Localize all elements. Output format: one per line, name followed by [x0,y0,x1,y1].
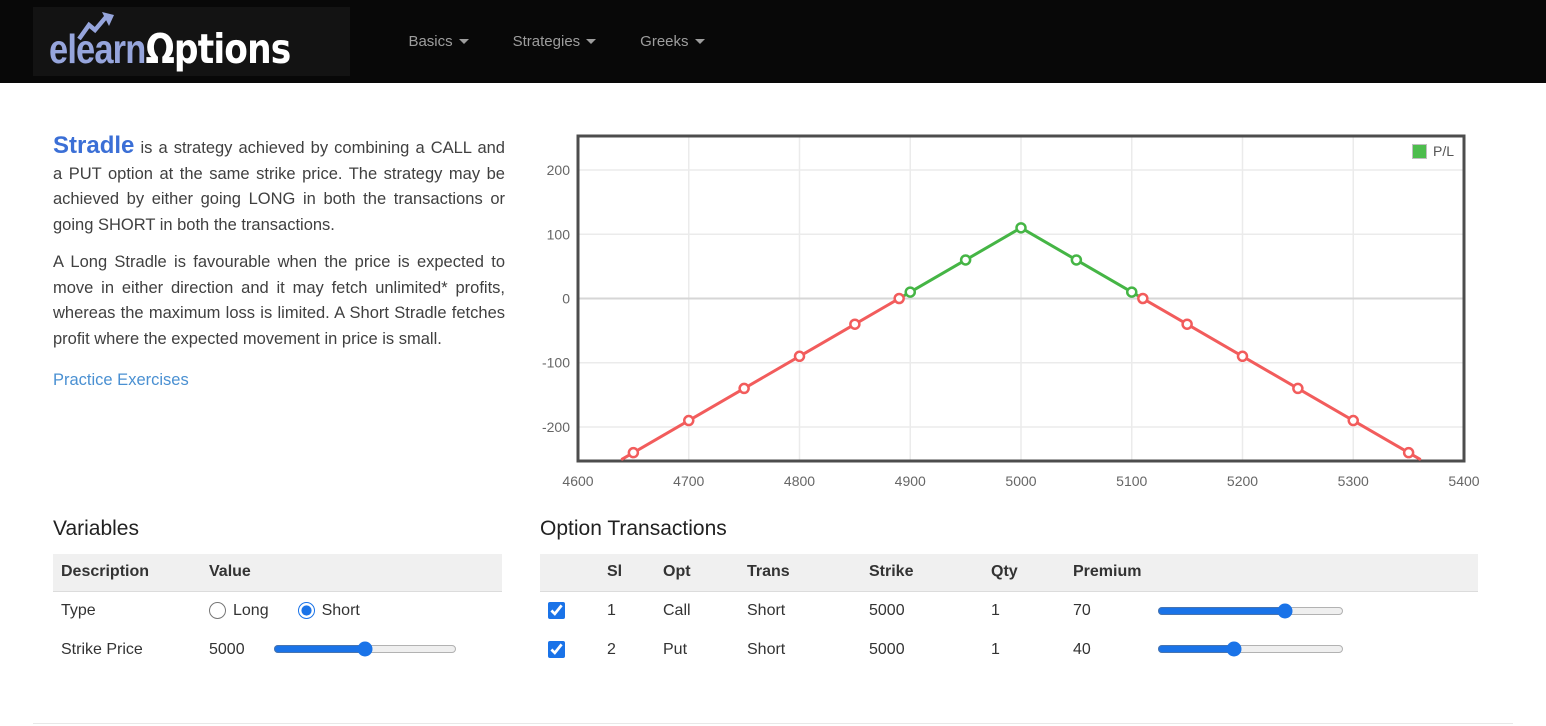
intro-paragraph-1: Stradle is a strategy achieved by combin… [53,133,505,238]
variables-heading: Variables [53,517,139,540]
col-premium-slider [1149,554,1478,592]
tx1-opt: Call [663,601,691,619]
svg-text:5400: 5400 [1448,473,1479,489]
tx2-opt: Put [663,640,688,658]
strike-price-slider[interactable] [273,640,458,659]
chevron-down-icon [458,39,469,44]
type-label: Type [61,601,96,619]
nav-item-strategies-label: Strategies [512,33,581,50]
tx2-sl: 2 [607,640,616,658]
site-logo[interactable]: elearnΩptions [33,7,351,76]
bottom-divider [33,723,1513,724]
strategy-description: Stradle is a strategy achieved by combin… [33,133,520,501]
col-trans: Trans [739,554,861,592]
variables-section: Variables Description Value Type Long [33,501,520,669]
type-radio-group: Long Short [209,602,494,620]
tx2-qty: 1 [991,640,1000,658]
svg-text:4800: 4800 [784,473,815,489]
logo-part-options: Ωptions [145,24,291,73]
variables-col-value: Value [201,554,502,592]
logo-part-elearn: elearn [49,25,146,72]
nav-item-basics[interactable]: Basics [386,0,490,83]
nav-item-basics-label: Basics [408,33,453,50]
variable-row-type: Type Long Short [53,591,502,630]
tx1-sl: 1 [607,601,616,619]
svg-text:5300: 5300 [1338,473,1369,489]
variables-header-row: Description Value [53,554,502,592]
col-qty: Qty [983,554,1065,592]
tx2-strike: 5000 [869,640,905,658]
svg-text:-200: -200 [542,419,570,435]
legend-swatch-pl [1411,143,1427,159]
svg-text:-100: -100 [542,355,570,371]
tx2-premium-slider[interactable] [1157,640,1345,659]
pl-chart-svg: -200 -100 0 100 200 4600 4700 4800 4900 5000 5100 5… [542,134,1480,489]
transactions-table: Sl Opt Trans Strike Qty Premium 1 Call S… [540,554,1478,669]
navbar: elearnΩptions Basics Strategies Greeks [0,0,1546,83]
svg-text:100: 100 [547,226,571,242]
transactions-header-row: Sl Opt Trans Strike Qty Premium [540,554,1478,592]
nav-item-strategies[interactable]: Strategies [491,0,619,83]
type-radio-short[interactable] [297,602,315,620]
type-radio-long-label: Long [233,601,269,619]
chevron-down-icon [586,39,597,44]
intro-paragraph-2: A Long Stradle is favourable when the pr… [53,253,505,348]
col-enabled [540,554,599,592]
trend-arrow-icon [77,12,114,41]
tx1-premium: 70 [1073,601,1091,619]
tx1-strike: 5000 [869,601,905,619]
intro-text-1: is a strategy achieved by combining a CA… [53,139,505,234]
nav-item-greeks[interactable]: Greeks [618,0,726,83]
tx2-trans: Short [747,640,786,658]
col-premium: Premium [1065,554,1150,592]
col-sl: Sl [599,554,655,592]
transactions-section: Option Transactions Sl Opt Trans Strike … [520,501,1513,669]
tx2-premium: 40 [1073,640,1091,658]
tx1-trans: Short [747,601,786,619]
strike-price-label: Strike Price [61,640,143,658]
col-strike: Strike [861,554,983,592]
type-radio-long[interactable] [209,602,226,620]
type-radio-short-label: Short [321,601,360,619]
variables-col-description: Description [53,554,201,592]
svg-text:5200: 5200 [1227,473,1258,489]
nav-item-greeks-label: Greeks [640,33,689,50]
page-title: Stradle [53,132,135,159]
tx2-enabled-checkbox[interactable] [548,640,565,658]
pl-chart: -200 -100 0 100 200 4600 4700 4800 4900 5000 5100 5… [540,133,1480,491]
svg-text:5100: 5100 [1116,473,1147,489]
variables-table: Description Value Type Long Short [53,554,502,669]
tx1-qty: 1 [991,601,1000,619]
nav-links: Basics Strategies Greeks [386,0,726,83]
strike-price-value: 5000 [209,640,245,658]
main-content: Stradle is a strategy achieved by combin… [0,83,1546,669]
logo-text: elearnΩptions [49,23,291,76]
tx1-premium-slider[interactable] [1157,601,1345,620]
svg-text:5000: 5000 [1005,473,1036,489]
svg-text:4900: 4900 [895,473,926,489]
svg-text:0: 0 [562,291,570,307]
svg-text:4700: 4700 [673,473,704,489]
transaction-row-1: 1 Call Short 5000 1 70 [540,591,1478,630]
col-opt: Opt [655,554,739,592]
legend-label-pl: P/L [1432,143,1454,159]
variable-row-strike: Strike Price 5000 [53,630,502,669]
transactions-heading: Option Transactions [540,517,727,540]
svg-text:4600: 4600 [562,473,593,489]
practice-exercises-link[interactable]: Practice Exercises [53,371,189,389]
chevron-down-icon [694,39,705,44]
chart-legend: P/L [1411,143,1454,159]
svg-text:200: 200 [547,162,571,178]
transaction-row-2: 2 Put Short 5000 1 40 [540,630,1478,669]
tx1-enabled-checkbox[interactable] [548,602,565,620]
